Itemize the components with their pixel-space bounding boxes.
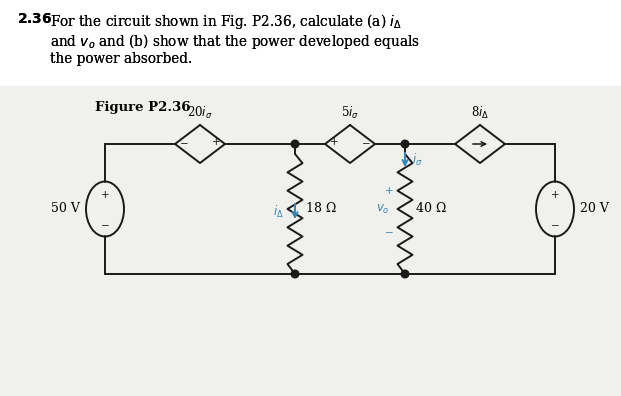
Circle shape — [401, 140, 409, 148]
Text: $-$: $-$ — [179, 137, 189, 147]
Text: For the circuit shown in Fig. P2.36, calculate (a) $i_{\Delta}$: For the circuit shown in Fig. P2.36, cal… — [50, 12, 402, 31]
Text: and $v_o$ and (b) show that the power developed equals: and $v_o$ and (b) show that the power de… — [50, 32, 420, 51]
Text: $i_{\sigma}$: $i_{\sigma}$ — [412, 152, 423, 168]
Text: 20 V: 20 V — [580, 202, 609, 215]
Text: $+$: $+$ — [100, 189, 110, 200]
Text: 40 Ω: 40 Ω — [416, 202, 446, 215]
Text: $+$: $+$ — [550, 189, 560, 200]
Text: the power absorbed.: the power absorbed. — [50, 52, 193, 66]
Text: $+$: $+$ — [329, 136, 339, 147]
Text: and $v_o$ and (b) show that the power developed equals: and $v_o$ and (b) show that the power de… — [50, 32, 420, 51]
Text: 20$i_{\sigma}$: 20$i_{\sigma}$ — [187, 105, 213, 121]
Text: 50 V: 50 V — [51, 202, 80, 215]
Bar — [0, 0, 621, 86]
Text: 5$i_{\sigma}$: 5$i_{\sigma}$ — [341, 105, 359, 121]
Text: $-$: $-$ — [361, 137, 371, 147]
Circle shape — [291, 270, 299, 278]
Text: $-$: $-$ — [550, 219, 560, 229]
Circle shape — [291, 140, 299, 148]
Text: 18 Ω: 18 Ω — [306, 202, 337, 215]
Text: For the circuit shown in Fig. P2.36, calculate (a) $i_{\Delta}$: For the circuit shown in Fig. P2.36, cal… — [50, 12, 402, 31]
Circle shape — [401, 270, 409, 278]
Bar — [0, 86, 621, 396]
Text: $-$: $-$ — [100, 219, 110, 229]
Text: $\mathbf{2.36}$: $\mathbf{2.36}$ — [17, 12, 53, 26]
Text: $v_o$: $v_o$ — [376, 202, 390, 215]
Text: the power absorbed.: the power absorbed. — [50, 52, 193, 66]
Text: $+$: $+$ — [211, 136, 221, 147]
Text: $+$: $+$ — [384, 185, 394, 196]
Text: 8$i_{\Delta}$: 8$i_{\Delta}$ — [471, 105, 489, 121]
Text: Figure P2.36: Figure P2.36 — [95, 101, 191, 114]
Text: $-$: $-$ — [384, 226, 394, 236]
Text: $i_{\Delta}$: $i_{\Delta}$ — [273, 204, 284, 220]
Text: $\mathbf{2.36}$: $\mathbf{2.36}$ — [17, 12, 53, 26]
